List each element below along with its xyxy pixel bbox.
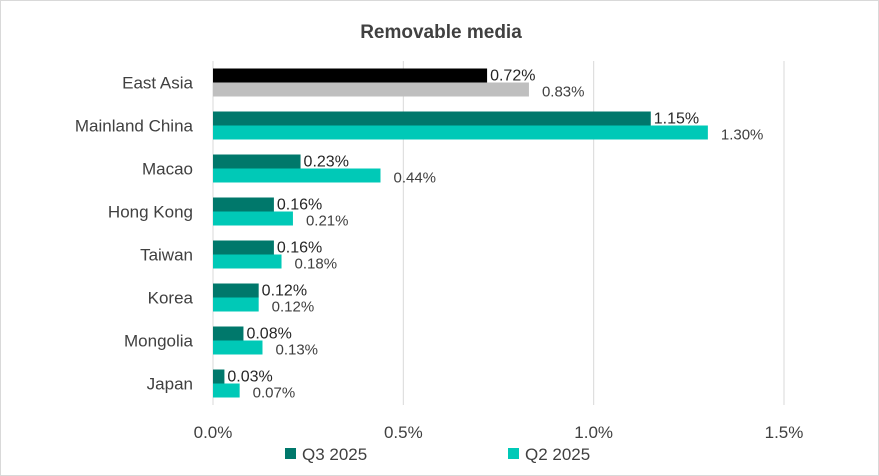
category-label: Japan (147, 375, 193, 394)
bar-q3 (213, 154, 301, 169)
chart-title: Removable media (360, 22, 522, 43)
bar-q2 (213, 383, 240, 398)
x-tick-label: 1.5% (765, 423, 804, 442)
category-label: Korea (148, 289, 194, 308)
bar-q3 (213, 68, 488, 83)
data-label: 0.21% (306, 213, 349, 230)
labels: 0.0% 0.5% 1.0% 1.5% East Asia 0.72% 0.83% Mainl… (75, 68, 804, 443)
bar-q2 (213, 340, 263, 355)
data-label: 0.16% (277, 240, 322, 257)
legend: Q3 2025 Q2 2025 (285, 445, 590, 464)
bar-q2 (213, 125, 708, 140)
data-label: 0.08% (246, 326, 291, 343)
data-label: 0.16% (277, 197, 322, 214)
bar-q3 (213, 111, 651, 126)
category-label: East Asia (122, 74, 193, 93)
category-label: Mongolia (124, 332, 194, 351)
bar-q2 (213, 82, 529, 97)
category-label: Taiwan (140, 246, 193, 265)
data-label: 0.12% (272, 299, 315, 316)
legend-swatch-q3 (285, 448, 296, 459)
x-tick-label: 0.5% (384, 423, 423, 442)
data-label: 0.03% (227, 369, 272, 386)
bar-q2 (213, 297, 259, 312)
data-label: 0.07% (253, 385, 296, 402)
data-label: 1.15% (654, 111, 699, 128)
data-label: 0.13% (275, 342, 318, 359)
legend-swatch-q2 (508, 448, 519, 459)
data-label: 0.12% (262, 283, 307, 300)
category-label: Mainland China (75, 117, 194, 136)
data-label: 0.18% (295, 256, 338, 273)
bar-q2 (213, 168, 381, 183)
data-label: 0.83% (542, 84, 585, 101)
data-label: 1.30% (721, 127, 764, 144)
bar-q3 (213, 240, 274, 255)
category-label: Macao (142, 160, 193, 179)
legend-label: Q2 2025 (525, 445, 590, 464)
x-tick-label: 1.0% (574, 423, 613, 442)
legend-label: Q3 2025 (302, 445, 367, 464)
bar-q3 (213, 197, 274, 212)
bar-q2 (213, 211, 293, 226)
bar-q3 (213, 283, 259, 298)
data-label: 0.44% (393, 170, 436, 187)
bar-q3 (213, 326, 244, 341)
category-label: Hong Kong (108, 203, 193, 222)
x-tick-label: 0.0% (194, 423, 233, 442)
bar-q2 (213, 254, 282, 269)
data-label: 0.72% (490, 68, 535, 85)
bar-q3 (213, 369, 225, 384)
bars (213, 68, 708, 398)
data-label: 0.23% (304, 154, 349, 171)
